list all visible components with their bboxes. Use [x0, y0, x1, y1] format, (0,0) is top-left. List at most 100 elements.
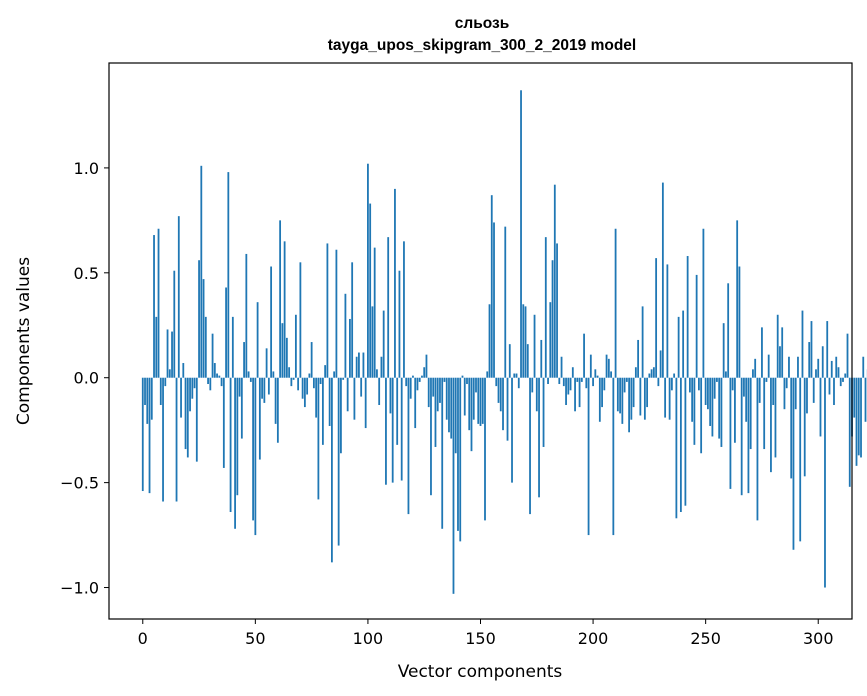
bar-component-118: [407, 377, 410, 515]
bar-component-85: [333, 371, 336, 378]
bar-component-312: [844, 373, 847, 378]
bar-component-305: [828, 377, 831, 395]
bar-component-139: [454, 377, 457, 454]
bar-component-142: [461, 375, 464, 378]
bar-component-170: [524, 306, 527, 378]
bar-component-109: [387, 237, 390, 378]
bar-component-207: [607, 358, 610, 378]
bar-component-148: [475, 377, 477, 393]
bar-component-262: [731, 377, 734, 391]
axes-frame: [108, 62, 853, 620]
bar-component-97: [360, 377, 363, 397]
bar-component-279: [770, 377, 772, 473]
bar-component-229: [657, 377, 660, 387]
bar-component-119: [409, 377, 412, 399]
bar-component-152: [484, 377, 486, 521]
bar-component-37: [225, 287, 227, 378]
x-tick-label-3: 150: [465, 629, 496, 648]
bar-component-25: [198, 260, 200, 378]
bar-component-208: [610, 371, 612, 378]
x-tick-label-6: 300: [803, 629, 834, 648]
bar-component-268: [745, 377, 748, 422]
bar-component-237: [675, 377, 678, 519]
bar-component-225: [648, 373, 651, 378]
bar-component-276: [763, 377, 766, 450]
bar-component-161: [504, 226, 507, 378]
bar-component-213: [621, 377, 624, 424]
bar-component-40: [231, 316, 234, 378]
bar-component-146: [470, 377, 473, 452]
bar-component-210: [614, 228, 617, 378]
bar-component-252: [709, 377, 712, 426]
bar-component-131: [436, 377, 439, 412]
bar-component-193: [576, 377, 579, 382]
bar-component-296: [808, 342, 811, 378]
bar-component-165: [513, 373, 516, 378]
bar-component-35: [220, 377, 223, 387]
bar-component-136: [448, 377, 450, 433]
bar-component-175: [535, 377, 538, 412]
bar-component-56: [267, 377, 270, 395]
bar-component-246: [695, 274, 698, 378]
bar-component-313: [846, 333, 849, 378]
bar-component-73: [306, 377, 309, 395]
bar-component-222: [641, 306, 644, 378]
bar-component-244: [691, 377, 694, 422]
bar-component-180: [547, 377, 549, 385]
bar-component-196: [583, 333, 585, 378]
bar-component-74: [308, 373, 311, 378]
bar-component-308: [835, 356, 838, 378]
bar-component-215: [625, 377, 628, 382]
bar-component-5: [153, 235, 155, 378]
bar-component-200: [592, 377, 594, 387]
bar-component-233: [666, 264, 669, 378]
x-tick-label-5: 250: [690, 629, 721, 648]
bar-component-91: [346, 377, 349, 412]
bar-component-60: [276, 377, 279, 443]
bar-component-39: [229, 377, 232, 512]
bar-component-54: [263, 377, 266, 403]
bar-component-261: [729, 377, 732, 489]
y-tick-label-0: −1.0: [60, 579, 99, 598]
bar-component-17: [180, 377, 182, 418]
bar-component-265: [738, 266, 741, 378]
bar-component-280: [772, 377, 775, 405]
bar-component-88: [340, 377, 342, 454]
bar-component-53: [261, 377, 263, 399]
bar-component-304: [826, 321, 829, 378]
bar-component-186: [560, 356, 563, 378]
bar-component-133: [441, 377, 444, 529]
bar-component-183: [553, 184, 556, 378]
bar-component-185: [558, 377, 561, 385]
bar-component-309: [837, 367, 840, 378]
bar-component-197: [585, 377, 588, 389]
bar-component-113: [396, 377, 399, 445]
bar-component-19: [184, 377, 187, 450]
bar-component-277: [765, 377, 768, 382]
bar-component-134: [443, 377, 446, 382]
bar-component-13: [171, 331, 173, 378]
bar-component-282: [776, 314, 779, 378]
bar-component-242: [686, 256, 689, 378]
bar-component-84: [331, 377, 333, 563]
bar-component-92: [349, 318, 351, 378]
bar-component-80: [321, 377, 324, 445]
bar-component-33: [216, 373, 218, 378]
bars-group: [141, 90, 867, 594]
bar-component-27: [202, 279, 205, 378]
bar-component-235: [670, 377, 673, 391]
bar-component-26: [200, 165, 203, 378]
bar-component-285: [783, 377, 786, 410]
bar-component-18: [182, 363, 185, 378]
bar-component-8: [159, 377, 162, 405]
bar-component-67: [292, 377, 295, 380]
bar-component-4: [150, 377, 153, 420]
bar-component-101: [369, 203, 372, 378]
bar-component-191: [571, 367, 574, 378]
bar-component-299: [815, 369, 817, 378]
bar-component-192: [574, 377, 576, 412]
bar-component-6: [155, 316, 158, 378]
bar-component-286: [785, 377, 788, 389]
bar-component-254: [713, 377, 716, 399]
bar-component-176: [538, 377, 540, 498]
